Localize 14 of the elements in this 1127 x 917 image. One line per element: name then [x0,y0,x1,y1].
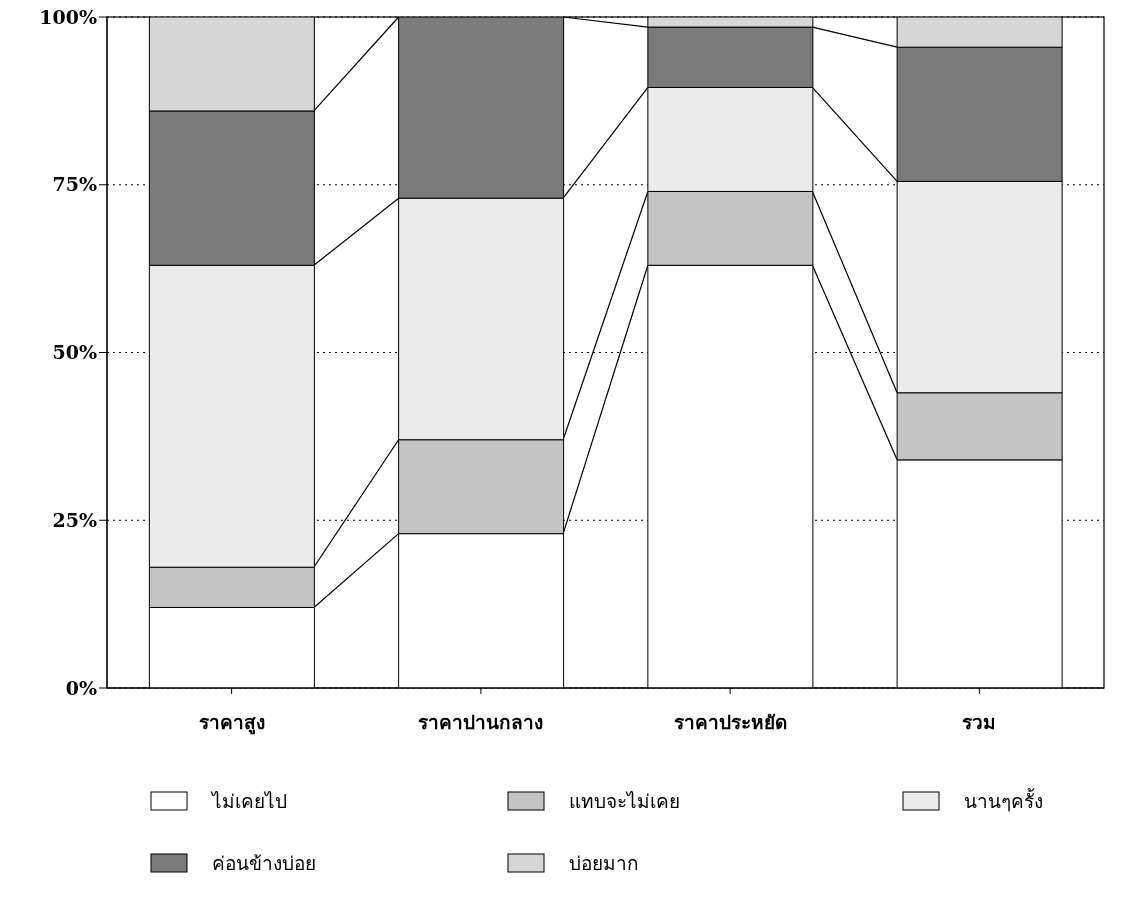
legend-label: นานๆครั้ง [964,787,1043,814]
y-tick-label: 0% [65,676,97,699]
y-tick-label: 100% [39,5,97,28]
legend-label: ค่อนข้างบ่อย [212,851,316,876]
x-tick-label: ราคาประหยัด [673,711,787,734]
y-tick-label: 75% [52,173,97,196]
y-tick-label: 25% [52,508,97,531]
x-tick-label: ราคาปานกลาง [418,711,544,734]
x-tick-label: รวม [962,711,997,734]
legend-label: แทบจะไม่เคย [569,789,680,814]
legend-label: ไม่เคยไป [212,789,287,814]
x-tick-label: ราคาสูง [198,711,265,736]
legend-label: บ่อยมาก [569,851,639,876]
y-tick-label: 50% [52,341,97,364]
